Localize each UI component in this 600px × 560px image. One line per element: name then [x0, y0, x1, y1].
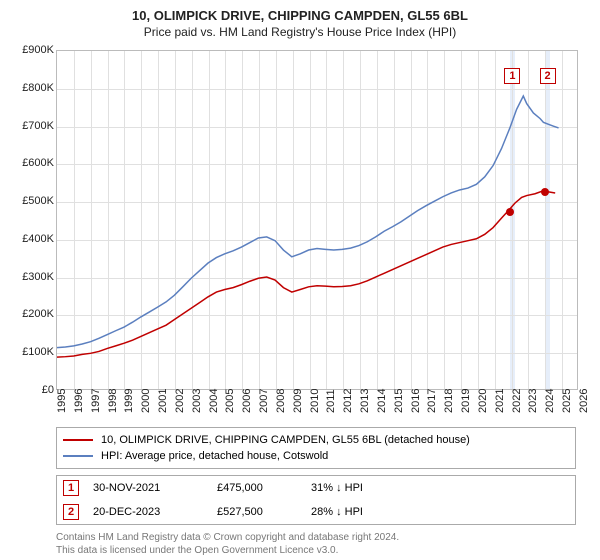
y-tick-label: £700K [22, 120, 54, 132]
x-tick-label: 2013 [359, 389, 371, 413]
event-price: £527,500 [217, 506, 297, 518]
event-date: 30-NOV-2021 [93, 482, 203, 494]
legend-label: 10, OLIMPICK DRIVE, CHIPPING CAMPDEN, GL… [101, 434, 470, 446]
y-tick-label: £800K [22, 82, 54, 94]
event-number: 2 [63, 504, 79, 520]
x-tick-label: 1996 [73, 389, 85, 413]
x-tick-label: 2010 [309, 389, 321, 413]
events-table: 1 30-NOV-2021 £475,000 31% ↓ HPI 2 20-DEC-202… [56, 475, 576, 525]
x-tick-label: 2011 [325, 389, 337, 413]
series-line [57, 191, 555, 357]
legend-label: HPI: Average price, detached house, Cots… [101, 450, 328, 462]
x-tick-label: 2009 [292, 389, 304, 413]
x-tick-label: 2003 [191, 389, 203, 413]
x-tick-label: 2022 [511, 389, 523, 413]
x-tick-label: 2017 [426, 389, 438, 413]
event-marker: 1 [504, 68, 520, 84]
x-tick-label: 1995 [56, 389, 68, 413]
footnote-line2: This data is licensed under the Open Gov… [56, 544, 576, 557]
x-tick-label: 2016 [410, 389, 422, 413]
y-tick-label: £900K [22, 44, 54, 56]
event-price: £475,000 [217, 482, 297, 494]
x-tick-label: 2025 [561, 389, 573, 413]
x-tick-label: 2005 [224, 389, 236, 413]
event-marker: 2 [540, 68, 556, 84]
x-tick-label: 2004 [208, 389, 220, 413]
legend-swatch [63, 439, 93, 441]
event-row: 1 30-NOV-2021 £475,000 31% ↓ HPI [57, 476, 575, 500]
x-tick-label: 2019 [460, 389, 472, 413]
footnote: Contains HM Land Registry data © Crown c… [56, 531, 576, 557]
x-tick-label: 2015 [393, 389, 405, 413]
x-tick-label: 2023 [527, 389, 539, 413]
chart: £0 £100K £200K £300K £400K £500K £600K £700K £80… [12, 45, 588, 425]
legend-item: HPI: Average price, detached house, Cots… [63, 448, 569, 464]
chart-title: 10, OLIMPICK DRIVE, CHIPPING CAMPDEN, GL… [12, 8, 588, 23]
x-tick-label: 2008 [275, 389, 287, 413]
event-date: 20-DEC-2023 [93, 506, 203, 518]
legend: 10, OLIMPICK DRIVE, CHIPPING CAMPDEN, GL… [56, 427, 576, 469]
x-tick-label: 2026 [578, 389, 590, 413]
y-tick-label: £600K [22, 157, 54, 169]
event-note: 28% ↓ HPI [311, 506, 411, 518]
event-point [506, 208, 514, 216]
x-tick-label: 1997 [90, 389, 102, 413]
y-tick-label: £400K [22, 233, 54, 245]
x-tick-label: 2006 [241, 389, 253, 413]
event-row: 2 20-DEC-2023 £527,500 28% ↓ HPI [57, 500, 575, 524]
x-tick-label: 2020 [477, 389, 489, 413]
legend-swatch [63, 455, 93, 457]
legend-item: 10, OLIMPICK DRIVE, CHIPPING CAMPDEN, GL… [63, 432, 569, 448]
event-point [541, 188, 549, 196]
x-tick-label: 2012 [342, 389, 354, 413]
y-tick-label: £500K [22, 195, 54, 207]
footnote-line1: Contains HM Land Registry data © Crown c… [56, 531, 576, 544]
x-tick-label: 2024 [544, 389, 556, 413]
series-svg [57, 51, 577, 389]
y-tick-label: £200K [22, 308, 54, 320]
x-tick-label: 2014 [376, 389, 388, 413]
x-tick-label: 1998 [107, 389, 119, 413]
event-note: 31% ↓ HPI [311, 482, 411, 494]
x-tick-label: 1999 [123, 389, 135, 413]
chart-subtitle: Price paid vs. HM Land Registry's House … [12, 25, 588, 39]
x-tick-label: 2002 [174, 389, 186, 413]
plot-area: 12 [56, 50, 578, 390]
x-tick-label: 2018 [443, 389, 455, 413]
y-tick-label: £300K [22, 271, 54, 283]
x-tick-label: 2001 [157, 389, 169, 413]
x-tick-label: 2021 [494, 389, 506, 413]
y-tick-label: £100K [22, 346, 54, 358]
y-tick-label: £0 [42, 384, 54, 396]
x-tick-label: 2000 [140, 389, 152, 413]
event-number: 1 [63, 480, 79, 496]
series-line [57, 96, 559, 348]
x-tick-label: 2007 [258, 389, 270, 413]
